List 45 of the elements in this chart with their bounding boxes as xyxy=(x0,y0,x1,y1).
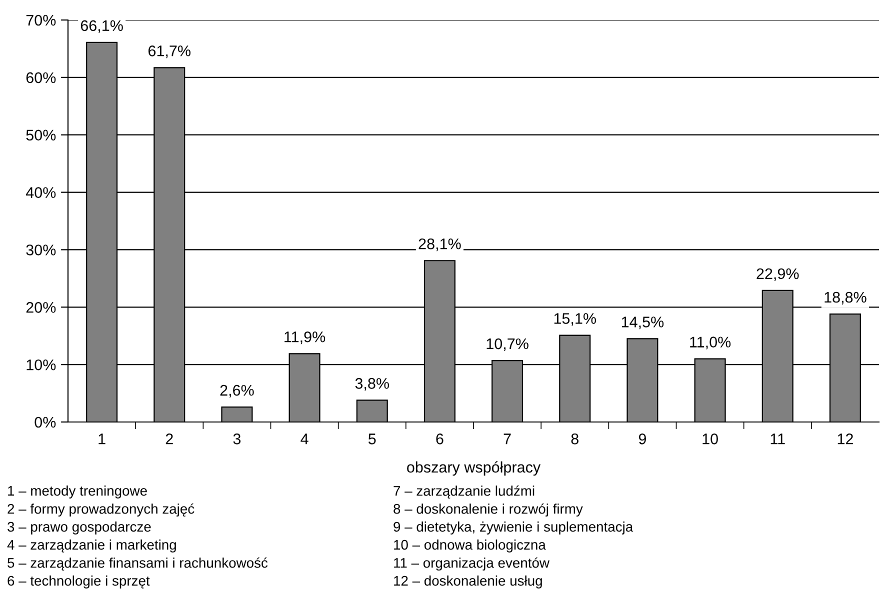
y-tick-label: 50% xyxy=(26,130,56,141)
text: 10 – odnowa biologiczna xyxy=(394,540,546,552)
data-label: 22,9% xyxy=(756,268,799,281)
x-tick-label: 7 xyxy=(504,434,511,444)
y-tick-label: 30% xyxy=(26,244,56,256)
x-tick-label: 8 xyxy=(571,434,578,444)
text: 6 – technologie i sprzęt xyxy=(8,576,150,588)
text: 11 – organizacja eventów xyxy=(394,557,550,571)
data-label: 61,7% xyxy=(148,45,190,58)
text: 12 – doskonalenie usług xyxy=(394,576,542,588)
y-tick-label: 60% xyxy=(26,72,56,84)
data-label: 66,1% xyxy=(80,20,123,33)
x-tick-label: 2 xyxy=(166,434,173,444)
y-tick-label: 10% xyxy=(26,359,56,370)
text: 7 – zarządzanie ludźmi xyxy=(394,485,534,499)
data-label: 2,6% xyxy=(220,384,254,398)
data-label: 10,7% xyxy=(486,338,528,352)
y-tick-label: 20% xyxy=(26,302,56,313)
text: 3 – prawo gospodarcze xyxy=(8,522,151,534)
x-tick-label: 6 xyxy=(436,434,444,444)
data-label: 14,5% xyxy=(622,316,664,330)
x-tick-label: 1 xyxy=(98,434,106,444)
y-tick-label: 40% xyxy=(26,187,56,198)
x-tick-label: 12 xyxy=(838,434,853,444)
data-label: 18,8% xyxy=(824,292,866,304)
data-label: 28,1% xyxy=(418,238,461,252)
x-tick-label: 3 xyxy=(233,434,241,444)
text: 2 – formy prowadzonych zajęć xyxy=(8,503,194,517)
text: 5 – zarządzanie finansami i rachunkowość xyxy=(8,557,268,571)
y-tick-label: 0% xyxy=(34,416,56,428)
data-label: 11,9% xyxy=(284,331,326,344)
text: 1 – metody treningowe xyxy=(8,486,147,498)
y-tick-label: 70% xyxy=(26,14,56,26)
x-tick-label: 10 xyxy=(702,434,718,444)
data-label: 11,0% xyxy=(690,336,731,350)
data-label: 15,1% xyxy=(554,313,596,326)
data-label: 3,8% xyxy=(355,378,389,391)
text: 8 – doskonalenie i rozwój firmy xyxy=(394,503,583,517)
x-tick-label: 11 xyxy=(770,434,785,444)
text: 9 – dietetyka, żywienie i suplementacja xyxy=(394,522,634,534)
text: 4 – zarządzanie i marketing xyxy=(7,540,176,552)
x-tick-label: 5 xyxy=(368,434,376,444)
x-axis-title: obszary współpracy xyxy=(407,461,541,476)
x-tick-label: 4 xyxy=(300,434,308,444)
x-tick-label: 9 xyxy=(638,434,646,444)
